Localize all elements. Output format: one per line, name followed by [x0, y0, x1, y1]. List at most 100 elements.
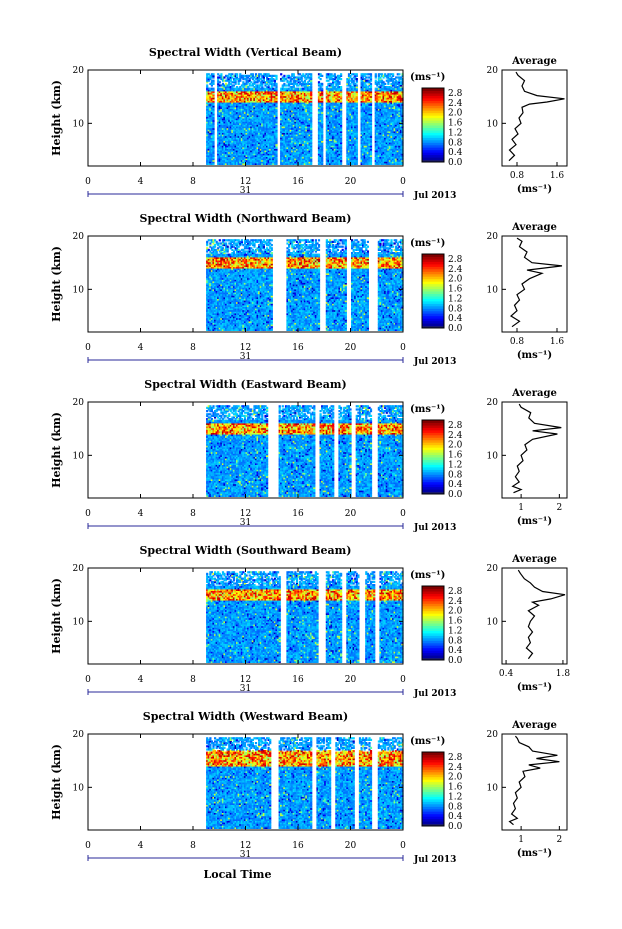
heatmap-cell	[207, 126, 210, 129]
heatmap-cell	[231, 127, 234, 130]
heatmap-cell	[245, 105, 248, 108]
heatmap-cell	[264, 130, 267, 133]
heatmap-cell	[232, 81, 236, 84]
heatmap-cell	[245, 94, 248, 97]
heatmap-cell	[220, 113, 223, 116]
heatmap-cell	[245, 118, 248, 121]
heatmap-cell	[231, 151, 234, 154]
heatmap-cell	[234, 130, 237, 133]
heatmap-cell	[232, 161, 236, 164]
heatmap-cell	[226, 108, 229, 111]
heatmap-cell	[228, 97, 231, 100]
heatmap-cell	[212, 135, 215, 138]
heatmap-cell	[243, 116, 247, 119]
heatmap-cell	[217, 73, 220, 76]
heatmap-cell	[251, 134, 254, 137]
heatmap-cell	[247, 76, 250, 79]
heatmap-cell	[229, 97, 232, 100]
heatmap-cell	[236, 116, 239, 119]
heatmap-cell	[226, 98, 229, 101]
heatmap-cell	[228, 89, 231, 92]
heatmap-cell	[264, 135, 267, 138]
heatmap-cell	[207, 76, 210, 79]
heatmap-cell	[251, 106, 254, 109]
heatmap-cell	[231, 156, 234, 159]
heatmap-cell	[258, 150, 261, 153]
heatmap-cell	[217, 124, 220, 127]
heatmap-cell	[229, 161, 232, 164]
heatmap-cell	[229, 138, 232, 141]
heatmap-cell	[240, 106, 243, 109]
heatmap-cell	[220, 143, 223, 146]
heatmap-cell	[218, 150, 221, 153]
heatmap-cell	[226, 129, 229, 132]
heatmap-cell	[243, 121, 247, 124]
heatmap-cell	[240, 130, 243, 133]
heatmap-cell	[243, 82, 247, 85]
heatmap-cell	[226, 146, 229, 149]
heatmap-cell	[212, 87, 215, 90]
heatmap-cell	[218, 121, 221, 124]
heatmap-cell	[242, 82, 245, 85]
heatmap-cell	[217, 153, 220, 156]
heatmap-cell	[245, 87, 248, 90]
heatmap-cell	[248, 162, 251, 165]
heatmap-cell	[210, 159, 213, 162]
heatmap-cell	[232, 84, 236, 87]
heatmap-cell	[217, 95, 220, 98]
heatmap-cell	[254, 124, 258, 127]
heatmap-cell	[258, 148, 261, 151]
heatmap-cell	[259, 118, 262, 121]
heatmap-cell	[256, 92, 259, 95]
heatmap-cell	[237, 158, 240, 161]
heatmap-cell	[217, 162, 220, 165]
heatmap-cell	[207, 150, 210, 153]
heatmap-cell	[261, 145, 264, 148]
heatmap-cell	[248, 154, 251, 157]
heatmap-cell	[247, 146, 250, 149]
heatmap-cell	[237, 127, 240, 130]
heatmap-cell	[228, 73, 231, 76]
heatmap-cell	[250, 124, 253, 127]
heatmap-cell	[239, 73, 242, 76]
heatmap-cell	[239, 100, 242, 103]
heatmap-cell	[232, 89, 236, 92]
heatmap-cell	[218, 113, 221, 116]
heatmap-cell	[217, 84, 220, 87]
heatmap-cell	[212, 94, 215, 97]
heatmap-cell	[258, 89, 261, 92]
heatmap-cell	[232, 150, 236, 153]
heatmap-cell	[256, 159, 259, 162]
heatmap-cell	[245, 130, 248, 133]
heatmap-cell	[225, 129, 228, 132]
heatmap-cell	[220, 122, 223, 125]
heatmap-cell	[212, 114, 215, 117]
heatmap-cell	[259, 111, 262, 114]
heatmap-cell	[232, 97, 236, 100]
heatmap-cell	[240, 111, 243, 114]
heatmap-cell	[239, 92, 242, 95]
heatmap-cell	[248, 102, 251, 105]
heatmap-cell	[212, 162, 215, 165]
heatmap-cell	[245, 146, 248, 149]
heatmap-cell	[226, 154, 229, 157]
heatmap-cell	[239, 138, 242, 141]
heatmap-cell	[236, 130, 239, 133]
heatmap-cell	[228, 116, 231, 119]
heatmap-cell	[220, 134, 223, 137]
heatmap-cell	[259, 110, 262, 113]
heatmap-cell	[240, 119, 243, 122]
heatmap-cell	[226, 90, 229, 93]
heatmap-cell	[261, 143, 264, 146]
heatmap-cell	[206, 108, 209, 111]
heatmap-cell	[253, 137, 256, 140]
heatmap-cell	[250, 162, 253, 165]
heatmap-cell	[234, 78, 237, 81]
heatmap-cell	[226, 95, 229, 98]
heatmap-cell	[220, 158, 223, 161]
heatmap-cell	[254, 110, 258, 113]
heatmap-cell	[248, 105, 251, 108]
heatmap-cell	[243, 124, 247, 127]
heatmap-cell	[247, 79, 250, 82]
heatmap-cell	[210, 145, 213, 148]
